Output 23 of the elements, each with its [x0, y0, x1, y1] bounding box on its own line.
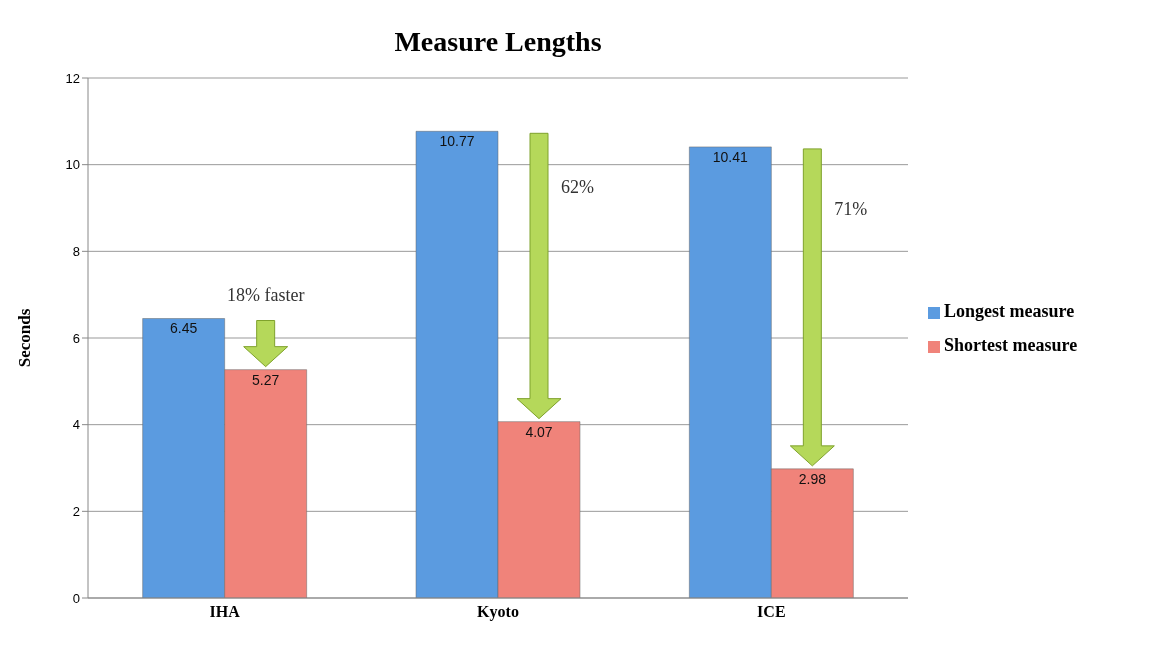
data-label: 5.27 [252, 371, 280, 388]
y-tick-label: 6 [72, 330, 80, 346]
data-label: 10.77 [439, 133, 475, 150]
chart-title: Measure Lengths [393, 26, 603, 58]
y-tick-label: 2 [72, 503, 80, 519]
annotation: 18% faster [226, 284, 305, 305]
legend-label: Longest measure [944, 301, 1075, 321]
annotation: 71% [834, 199, 868, 220]
data-label: 4.07 [525, 423, 553, 440]
data-label: 6.45 [170, 320, 198, 337]
x-tick-label: Kyoto [477, 603, 519, 622]
y-tick-label: 10 [65, 157, 80, 173]
y-tick-label: 8 [72, 243, 80, 259]
x-tick-label: IHA [209, 603, 241, 621]
x-tick-label: ICE [757, 603, 786, 621]
y-tick-label: 0 [72, 590, 80, 606]
annotation: 62% [561, 177, 594, 198]
data-label: 2.98 [798, 470, 827, 487]
data-label: 10.41 [712, 148, 749, 165]
y-tick-label: 4 [72, 417, 80, 433]
y-axis-title: Seconds [15, 308, 35, 368]
y-tick-label: 12 [65, 70, 80, 86]
legend-label: Shortest measure [944, 335, 1078, 355]
